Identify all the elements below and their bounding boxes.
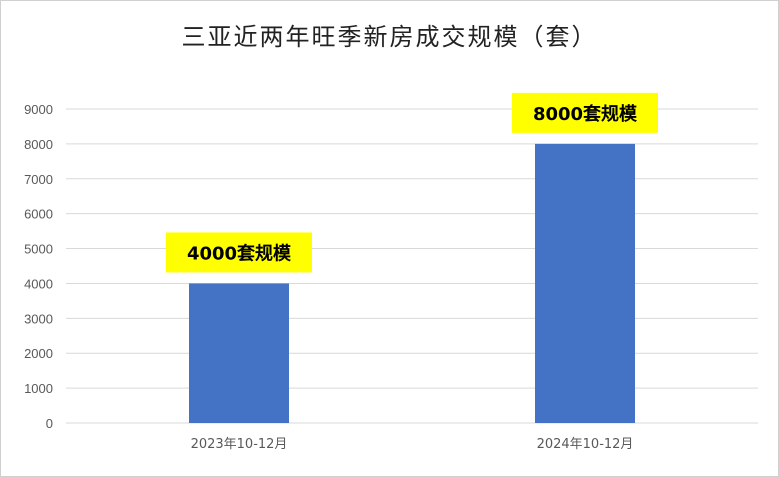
y-tick-label: 5000 [24,242,53,257]
y-tick-label: 3000 [24,311,53,326]
data-label-background [512,92,658,133]
data-label-background [166,232,312,273]
bar [189,283,289,423]
x-tick-label: 2023年10-12月 [191,437,288,452]
bar [535,143,635,423]
y-tick-label: 6000 [24,207,53,222]
y-tick-label: 9000 [24,102,53,117]
y-tick-label: 4000 [24,276,53,291]
y-tick-label: 0 [46,416,53,431]
data-label: 4000套规模 [187,242,292,264]
y-tick-label: 2000 [24,346,53,361]
y-tick-label: 1000 [24,381,53,396]
y-tick-label: 7000 [24,172,53,187]
x-tick-label: 2024年10-12月 [537,437,634,452]
y-tick-label: 8000 [24,137,53,152]
chart-title: 三亚近两年旺季新房成交规模（套） [181,23,598,51]
data-label: 8000套规模 [533,103,638,125]
